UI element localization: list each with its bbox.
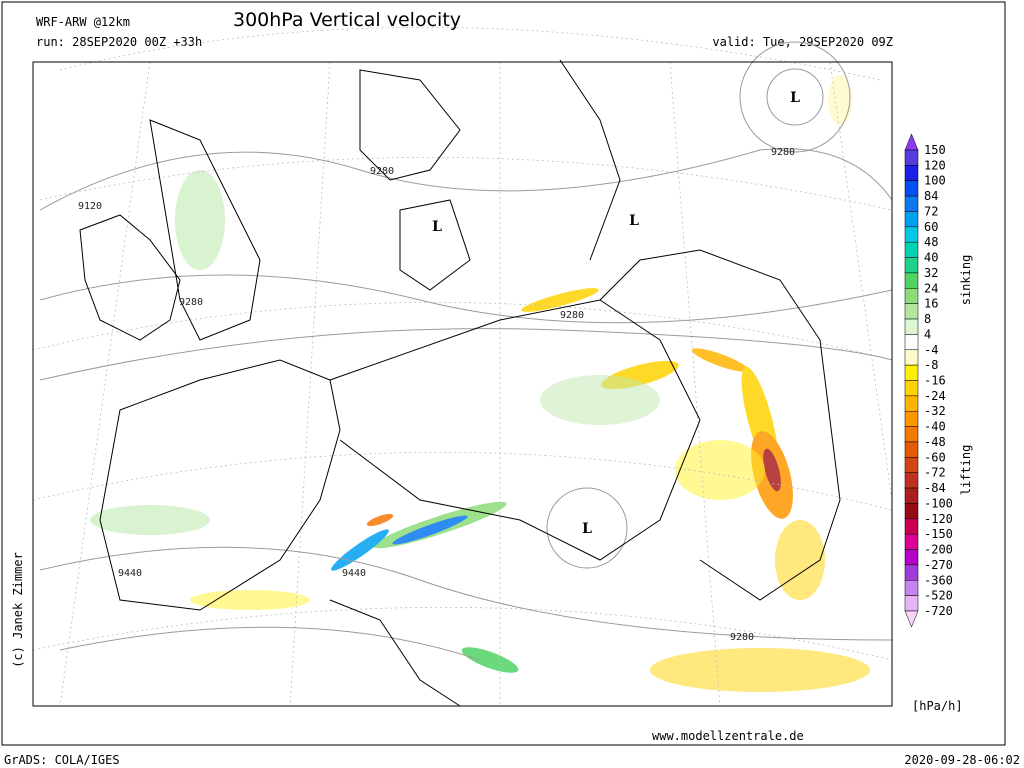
colorbar-swatch	[904, 149, 919, 166]
colorbar-label: -720	[924, 604, 953, 618]
coastlines-borders	[79, 59, 841, 707]
timestamp: 2020-09-28-06:02	[904, 753, 1020, 767]
precip-field	[90, 75, 870, 692]
colorbar-swatch	[904, 318, 919, 335]
colorbar: 150120100847260484032241684-4-8-16-24-32…	[904, 133, 953, 628]
map-frame	[32, 61, 893, 707]
colorbar-label: 84	[924, 189, 938, 203]
sinking-label: sinking	[959, 255, 973, 306]
contour-label: 9280	[730, 632, 754, 643]
colorbar-swatch	[904, 503, 919, 520]
contour-label: 9280	[560, 310, 584, 321]
map: L L L L 9280 9120 9280 9280 9280 9440 9440 9280	[32, 26, 893, 707]
colorbar-swatch	[904, 380, 919, 397]
contour-label: 9280	[179, 297, 203, 308]
colorbar-label: 120	[924, 158, 946, 172]
colorbar-label: 60	[924, 220, 938, 234]
colorbar-label: -32	[924, 404, 946, 418]
colorbar-label: -200	[924, 543, 953, 557]
colorbar-label: 16	[924, 297, 938, 311]
colorbar-swatch	[904, 426, 919, 443]
map-title: 300hPa Vertical velocity	[233, 9, 461, 31]
unit-label: [hPa/h]	[912, 699, 963, 713]
colorbar-swatch	[904, 180, 919, 197]
colorbar-swatch	[904, 349, 919, 366]
colorbar-swatch	[904, 165, 919, 181]
height-contours	[39, 41, 893, 661]
colorbar-swatch	[904, 364, 919, 381]
map-background	[33, 62, 892, 706]
lat-lon-grid	[32, 26, 893, 707]
run-label: run: 28SEP2020 00Z +33h	[36, 35, 202, 49]
colorbar-label: 24	[924, 281, 938, 295]
colorbar-label: -270	[924, 558, 953, 572]
colorbar-swatch	[904, 472, 919, 489]
colorbar-swatch	[904, 487, 919, 504]
colorbar-label: -84	[924, 481, 946, 495]
website: www.modellzentrale.de	[652, 729, 804, 743]
colorbar-swatch	[904, 272, 919, 289]
colorbar-swatch	[904, 226, 919, 243]
colorbar-label: 40	[924, 251, 938, 265]
model-label: WRF-ARW @12km	[36, 15, 130, 29]
contour-label: 9280	[370, 166, 394, 177]
colorbar-swatch	[904, 549, 919, 566]
colorbar-swatch	[904, 288, 919, 304]
colorbar-label: -520	[924, 589, 953, 603]
colorbar-label: -150	[924, 527, 953, 541]
contour-label: 9280	[771, 147, 795, 158]
colorbar-swatch	[904, 211, 919, 228]
colorbar-swatch	[904, 395, 919, 412]
map-labels: L L L L 9280 9120 9280 9280 9280 9440 9440 9280	[78, 90, 800, 643]
contour-label: 9440	[118, 568, 142, 579]
colorbar-label: 32	[924, 266, 938, 280]
colorbar-swatch	[904, 241, 919, 258]
contour-label: 9120	[78, 201, 102, 212]
colorbar-label: -360	[924, 573, 953, 587]
low-pressure-marker: L	[629, 213, 639, 229]
low-pressure-marker: L	[790, 90, 800, 106]
colorbar-label: 8	[924, 312, 931, 326]
colorbar-swatch	[904, 518, 919, 535]
colorbar-label: -8	[924, 358, 938, 372]
colorbar-label: -72	[924, 466, 946, 480]
colorbar-cap-bottom	[904, 610, 919, 628]
colorbar-label: 150	[924, 143, 946, 157]
low-pressure-marker: L	[432, 219, 442, 235]
colorbar-label: -4	[924, 343, 938, 357]
colorbar-swatch	[904, 195, 919, 212]
colorbar-swatch	[904, 303, 919, 320]
low-pressure-marker: L	[582, 521, 592, 537]
colorbar-swatch	[904, 595, 919, 612]
colorbar-label: -60	[924, 450, 946, 464]
colorbar-label: -100	[924, 496, 953, 510]
colorbar-swatch	[904, 564, 919, 581]
colorbar-swatch	[904, 334, 919, 351]
colorbar-swatch	[904, 580, 919, 596]
software: GrADS: COLA/IGES	[4, 753, 120, 767]
colorbar-label: 4	[924, 327, 931, 341]
copyright: (c) Janek Zimmer	[11, 552, 25, 668]
colorbar-label: -24	[924, 389, 946, 403]
colorbar-label: 72	[924, 204, 938, 218]
lifting-label: lifting	[959, 445, 973, 496]
colorbar-label: 48	[924, 235, 938, 249]
contour-label: 9440	[342, 568, 366, 579]
colorbar-swatch	[904, 441, 919, 458]
colorbar-swatch	[904, 410, 919, 427]
colorbar-swatch	[904, 457, 919, 473]
colorbar-label: -48	[924, 435, 946, 449]
colorbar-swatch	[904, 257, 919, 274]
colorbar-label: -40	[924, 420, 946, 434]
colorbar-swatch	[904, 533, 919, 550]
colorbar-label: -16	[924, 374, 946, 388]
valid-label: valid: Tue, 29SEP2020 09Z	[712, 35, 893, 49]
colorbar-label: 100	[924, 174, 946, 188]
colorbar-label: -120	[924, 512, 953, 526]
